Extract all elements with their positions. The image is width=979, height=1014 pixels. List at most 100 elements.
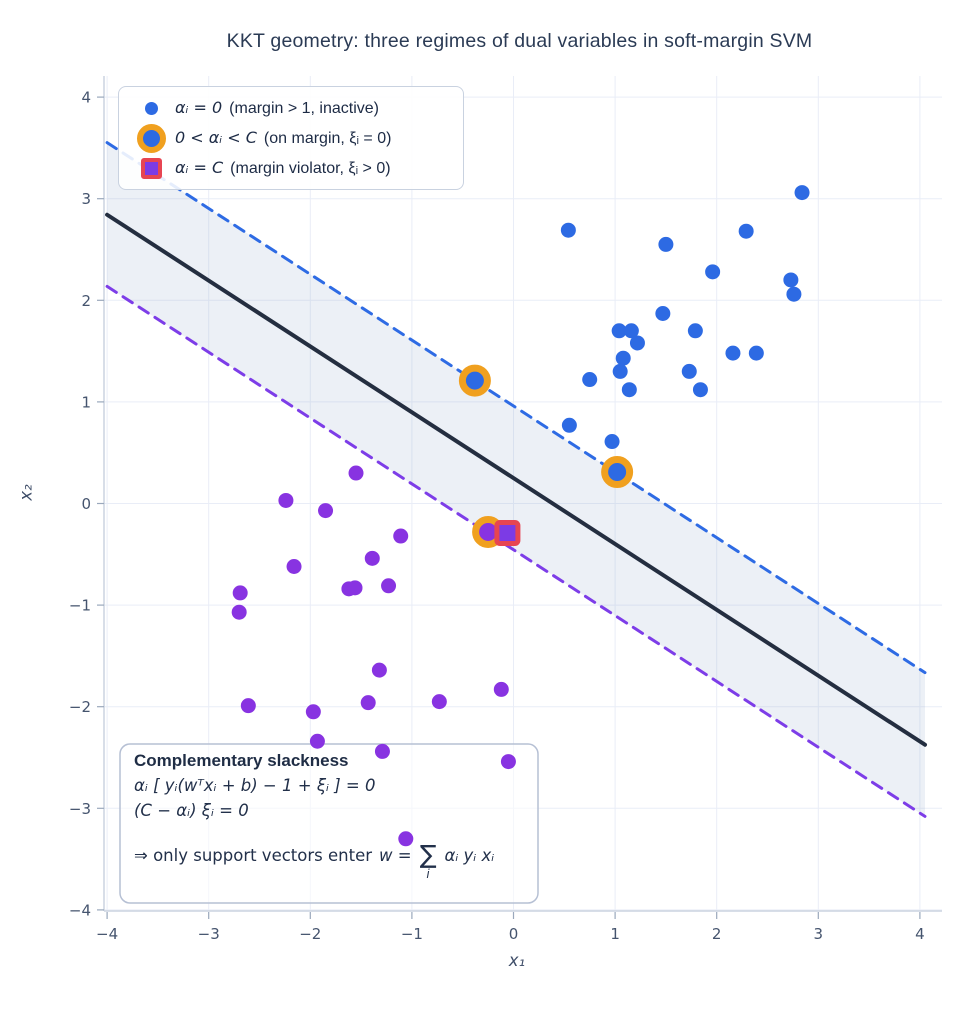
data-point-positive-class-inactive [658, 236, 674, 252]
annotation-box: Complementary slackness αᵢ [ yᵢ(wᵀxᵢ + b… [120, 744, 538, 903]
data-point-negative-class-inactive [318, 503, 334, 519]
y-tick-label: 0 [81, 495, 91, 513]
upper-margin-line [105, 141, 927, 675]
data-point-negative-class-inactive [398, 831, 414, 847]
data-point-positive-class-inactive [629, 335, 645, 351]
data-point-negative-class-inactive [371, 662, 387, 678]
legend-marker-cell [127, 123, 175, 153]
data-point-positive-class-inactive [612, 363, 628, 379]
legend-label-math: 0 < αᵢ < C [175, 128, 257, 147]
data-point-positive-class-inactive [681, 363, 697, 379]
sum-symbol: ∑ i [420, 842, 437, 880]
data-point-positive-class-inactive [655, 306, 671, 322]
data-point-negative-class-inactive [231, 604, 247, 620]
x-tick-label: −3 [198, 925, 220, 943]
legend-item-violator: αᵢ = C (margin violator, ξᵢ > 0) [127, 153, 459, 183]
data-point-negative-class-inactive [348, 465, 364, 481]
annotation-equation-1: αᵢ [ yᵢ(wᵀxᵢ + b) − 1 + ξᵢ ] = 0 [134, 776, 376, 795]
annotation-box-frame [119, 743, 539, 904]
data-point-positive-class-inactive [705, 264, 721, 280]
data-point-negative-class-inactive [278, 492, 294, 508]
data-point-negative-class-inactive [431, 694, 447, 710]
legend: αᵢ = 0 (margin > 1, inactive) 0 < αᵢ < C… [118, 86, 464, 190]
legend-label: αᵢ = C (margin violator, ξᵢ > 0) [175, 158, 391, 178]
x-tick-label: 3 [814, 925, 824, 943]
data-point-positive-class-inactive [611, 323, 627, 339]
annotation-formula-pre: w = [379, 846, 412, 865]
annotation-equation-2: (C − αᵢ) ξᵢ = 0 [134, 800, 249, 820]
data-point-positive-class-inactive [615, 350, 631, 366]
sum-glyph: ∑ [419, 839, 437, 869]
y-tick-label: −1 [69, 597, 91, 615]
y-axis-label: x₂ [16, 484, 36, 501]
data-point-positive-class-inactive [725, 345, 741, 361]
annotation-title: Complementary slackness [134, 751, 349, 770]
data-point-positive-class-inactive [794, 185, 810, 201]
support-vector-point [458, 364, 491, 397]
legend-label: αᵢ = 0 (margin > 1, inactive) [175, 98, 379, 118]
y-tick-label: 4 [81, 89, 91, 107]
blue-dot-icon [144, 101, 158, 115]
annotation-formula-post: αᵢ yᵢ xᵢ [444, 846, 495, 865]
x-tick-label: 1 [610, 925, 620, 943]
annotation-conclusion-text: ⇒ only support vectors enter [134, 846, 373, 865]
lower-margin-line [105, 284, 927, 818]
data-point-negative-class-inactive [286, 558, 302, 574]
data-point-negative-class-inactive [364, 550, 380, 566]
x-tick-label: −4 [96, 925, 118, 943]
data-point-positive-class-inactive [623, 323, 639, 339]
data-point-positive-class-inactive [604, 434, 620, 450]
data-point-negative-class-inactive [360, 695, 376, 711]
data-point-negative-class-inactive [309, 733, 325, 749]
data-point-negative-class-inactive [240, 698, 256, 714]
legend-item-on-margin: 0 < αᵢ < C (on margin, ξᵢ = 0) [127, 123, 459, 153]
y-tick-label: −4 [69, 901, 91, 919]
data-point-positive-class-inactive [560, 222, 576, 238]
red-bordered-square-icon [140, 157, 162, 179]
data-point-positive-class-inactive [692, 382, 708, 398]
support-vector-point [601, 456, 634, 489]
x-tick-label: 0 [509, 925, 519, 943]
sum-subscript: i [426, 866, 430, 881]
data-point-negative-class-inactive [493, 681, 509, 697]
x-tick-label: −1 [401, 925, 423, 943]
legend-item-inactive: αᵢ = 0 (margin > 1, inactive) [127, 93, 459, 123]
data-point-negative-class-inactive [347, 580, 363, 596]
data-point-positive-class-inactive [783, 272, 799, 288]
data-point-negative-class-inactive [381, 578, 397, 594]
legend-label: 0 < αᵢ < C (on margin, ξᵢ = 0) [175, 128, 391, 148]
chart-title: KKT geometry: three regimes of dual vari… [226, 30, 813, 52]
x-tick-label: 4 [915, 925, 925, 943]
y-tick-label: 1 [81, 393, 91, 411]
annotation-conclusion: ⇒ only support vectors enter w = ∑ i αᵢ … [134, 837, 524, 880]
data-point-positive-class-inactive [786, 286, 802, 302]
legend-label-math: αᵢ = C [175, 158, 224, 177]
legend-marker-cell [127, 101, 175, 115]
decision-boundary-line [105, 212, 927, 747]
x-tick-label: −2 [299, 925, 321, 943]
data-point-negative-class-inactive [374, 743, 390, 759]
data-point-positive-class-inactive [687, 323, 703, 339]
legend-marker-cell [127, 157, 175, 179]
legend-label-desc: (margin violator, ξᵢ > 0) [230, 160, 391, 177]
data-point-positive-class-inactive [738, 223, 754, 239]
data-point-positive-class-inactive [561, 417, 577, 433]
data-point-positive-class-inactive [748, 345, 764, 361]
data-point-negative-class-inactive [305, 704, 321, 720]
data-point-positive-class-inactive [582, 372, 598, 388]
margin-violator-point [494, 519, 521, 546]
y-tick-label: 2 [81, 292, 91, 310]
legend-label-desc: (on margin, ξᵢ = 0) [263, 130, 392, 147]
data-point-positive-class-inactive [621, 382, 637, 398]
orange-ring-dot-icon [136, 123, 166, 153]
y-tick-label: 3 [81, 190, 91, 208]
legend-label-desc: (margin > 1, inactive) [229, 100, 380, 117]
y-tick-label: −3 [69, 800, 91, 818]
data-point-negative-class-inactive [232, 585, 248, 601]
data-point-negative-class-inactive [500, 754, 516, 770]
x-tick-label: 2 [712, 925, 722, 943]
data-point-negative-class-inactive [393, 528, 409, 544]
x-axis-label: x₁ [508, 951, 526, 970]
